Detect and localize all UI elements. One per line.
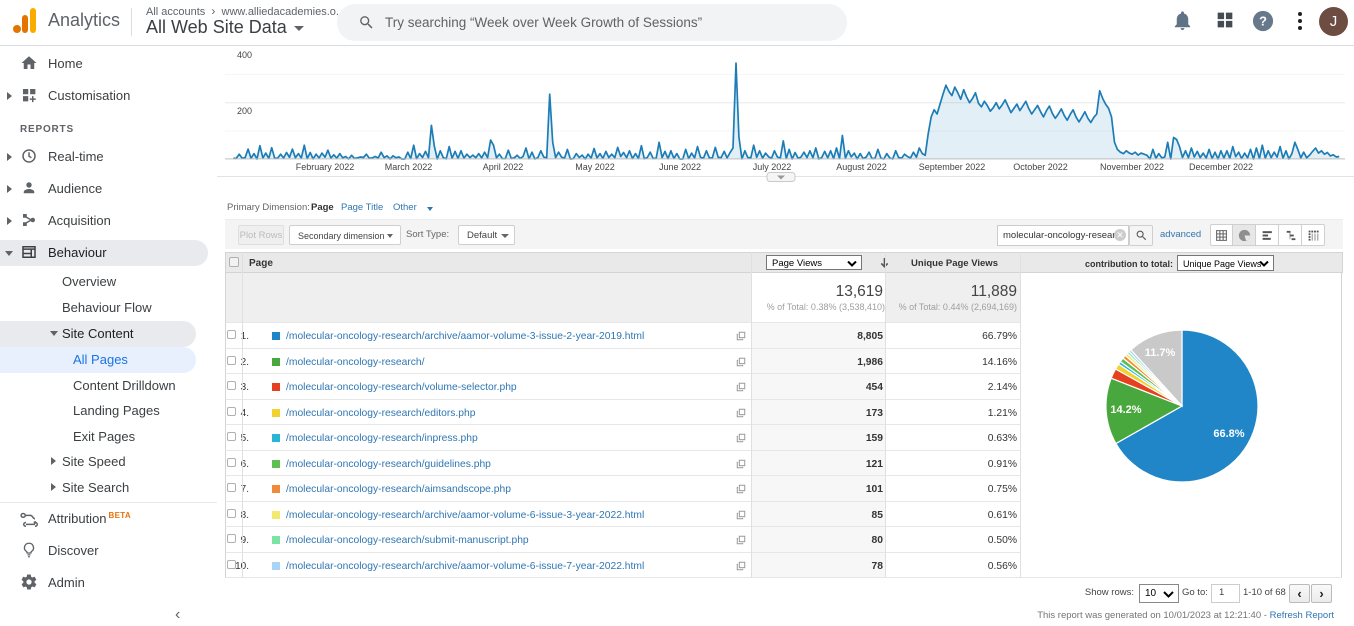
svg-text:September 2022: September 2022	[919, 162, 986, 172]
svg-text:?: ?	[1259, 14, 1267, 29]
svg-text:200: 200	[237, 106, 252, 116]
svg-text:October 2022: October 2022	[1013, 162, 1068, 172]
svg-text:August 2022: August 2022	[836, 162, 887, 172]
svg-text:April 2022: April 2022	[483, 162, 524, 172]
svg-text:66.8%: 66.8%	[1213, 428, 1244, 440]
svg-text:March 2022: March 2022	[385, 162, 433, 172]
svg-text:14.2%: 14.2%	[1110, 404, 1141, 416]
svg-text:February 2022: February 2022	[296, 162, 355, 172]
svg-text:July 2022: July 2022	[753, 162, 792, 172]
svg-text:11.7%: 11.7%	[1145, 347, 1176, 359]
svg-text:June 2022: June 2022	[659, 162, 701, 172]
svg-text:November 2022: November 2022	[1100, 162, 1164, 172]
svg-text:400: 400	[237, 50, 252, 60]
svg-text:May 2022: May 2022	[575, 162, 615, 172]
svg-text:December 2022: December 2022	[1189, 162, 1253, 172]
